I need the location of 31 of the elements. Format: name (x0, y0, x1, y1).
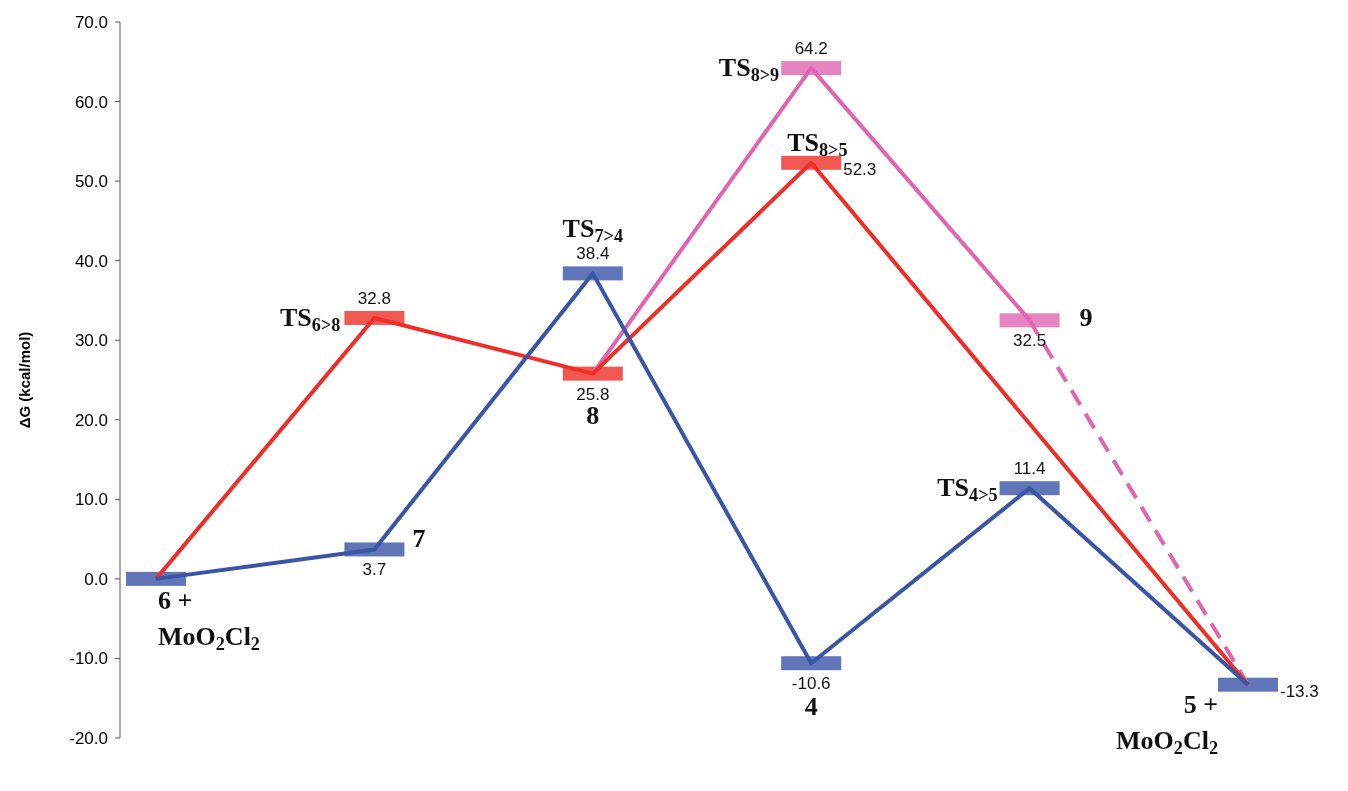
annotation: TS$_{6>8}$ (280, 302, 341, 335)
y-tick-label: 70.0 (74, 13, 108, 32)
y-tick-label: 20.0 (74, 410, 108, 430)
annotation: TS$_{8>9}$ (718, 53, 780, 85)
y-tick-label: 40.0 (74, 251, 108, 271)
annotation: TS$_{4>5}$ (937, 473, 998, 505)
data-label: -10.6 (791, 674, 831, 694)
annotation: 7 (412, 524, 426, 554)
annotation: 5 + MoO$_{2}$Cl$_{2}$ (1116, 689, 1218, 758)
y-tick-label: 50.0 (74, 172, 108, 192)
y-tick-label: 30.0 (74, 331, 108, 351)
annotation: TS$_{8>5}$ (787, 127, 848, 160)
data-label: 38.4 (576, 244, 610, 264)
y-tick-label: 60.0 (74, 92, 108, 112)
data-label: 64.2 (794, 39, 828, 59)
data-label: 32.8 (357, 288, 391, 308)
y-tick-label: -10.0 (69, 649, 108, 669)
data-label: 52.3 (843, 159, 877, 179)
line-series (154, 271, 1250, 687)
data-label: 32.5 (1013, 331, 1047, 351)
annotation: 6 + MoO$_{2}$Cl$_{2}$ (158, 585, 260, 654)
y-tick-label: -20.0 (69, 729, 108, 748)
data-label: 11.4 (1013, 459, 1046, 479)
y-axis-title: ΔG (kcal/mol) (16, 331, 33, 429)
annotation: 4 (804, 692, 818, 722)
annotation: 9 (1079, 303, 1093, 333)
annotation: TS$_{7>4}$ (562, 214, 623, 246)
y-tick-label: 0.0 (84, 569, 108, 589)
data-label: 3.7 (362, 560, 387, 580)
y-tick-label: 10.0 (74, 490, 108, 510)
data-label: -13.3 (1280, 681, 1319, 701)
